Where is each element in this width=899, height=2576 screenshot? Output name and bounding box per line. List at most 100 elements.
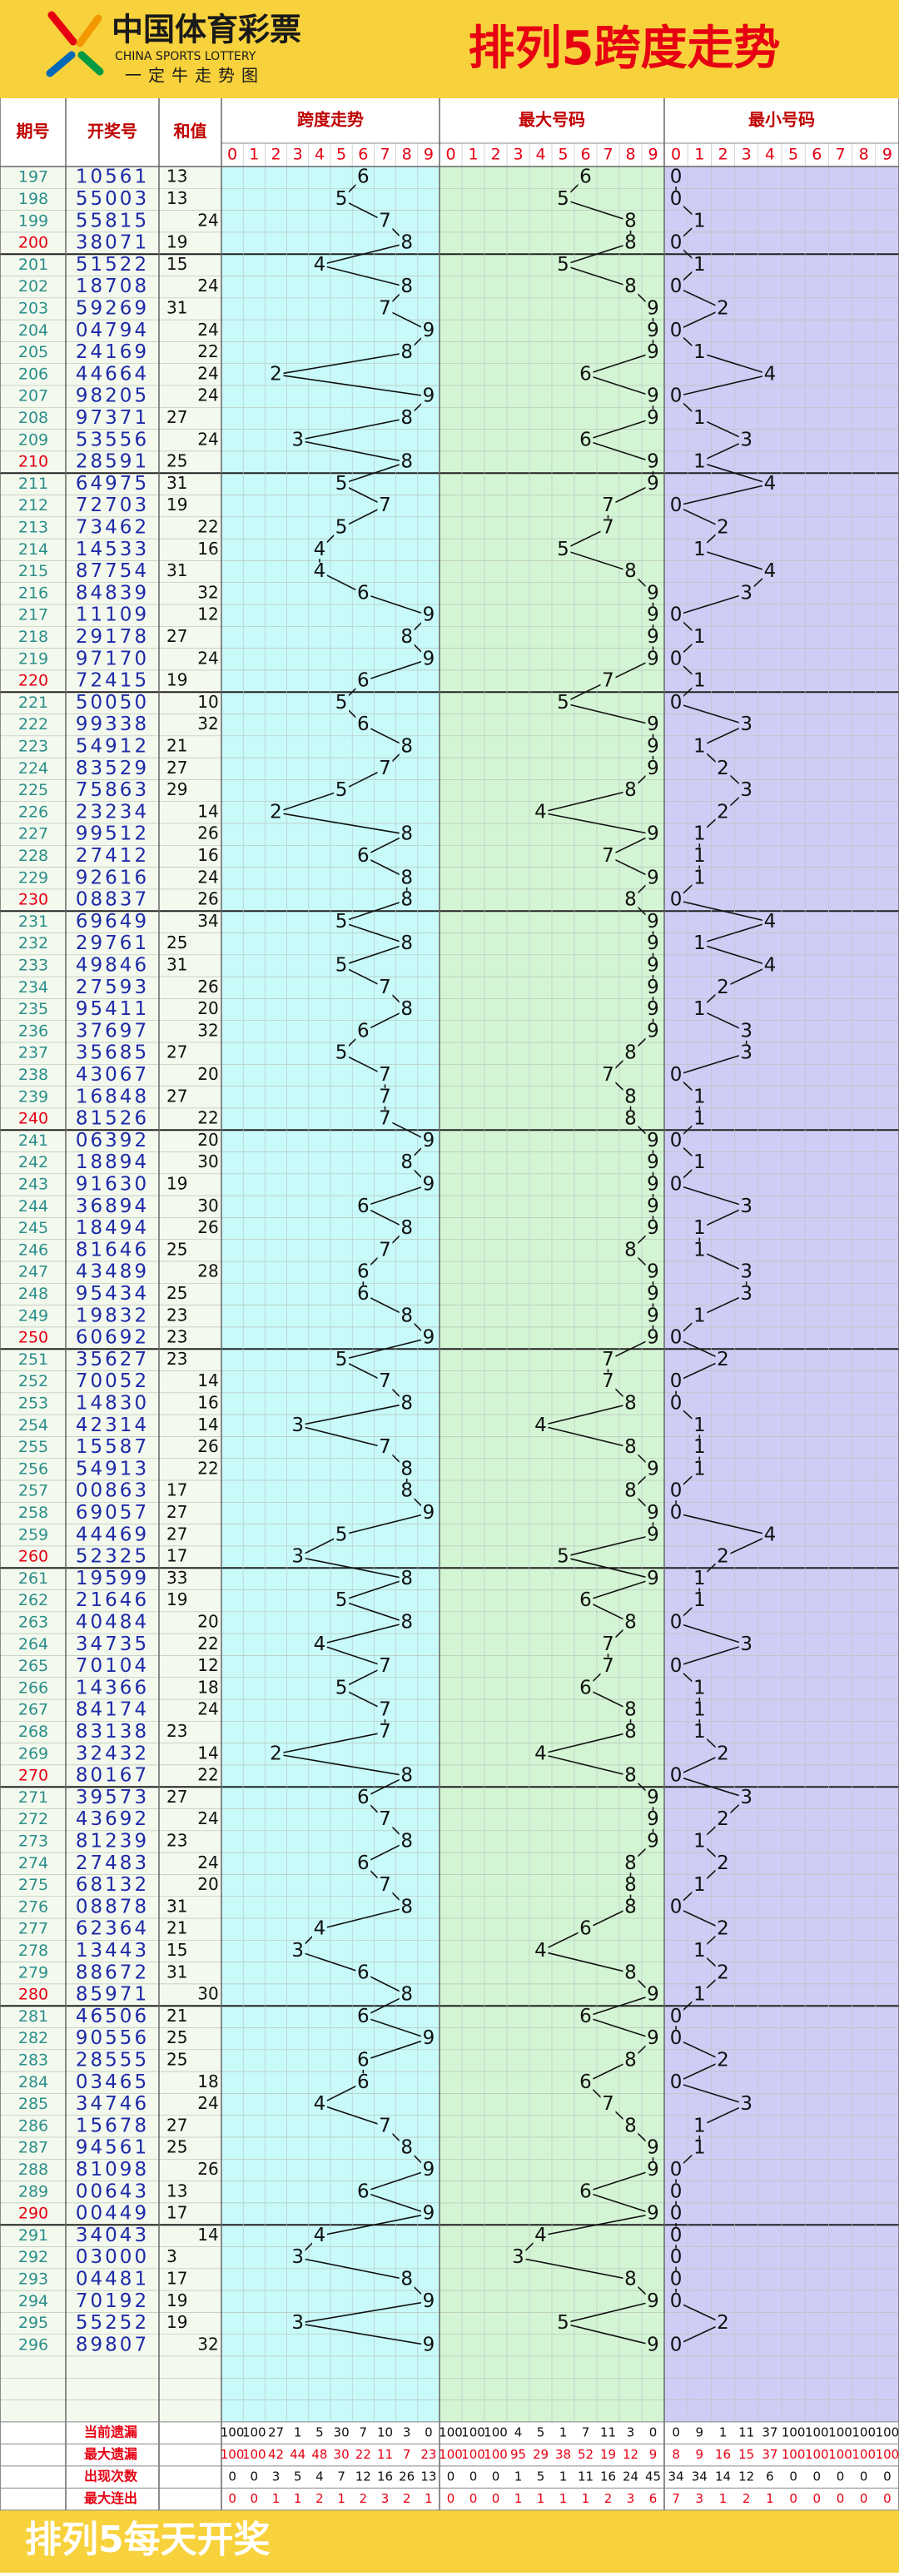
value-backdrop xyxy=(399,1153,415,1172)
value-backdrop xyxy=(399,628,415,647)
trend-value: 1 xyxy=(693,1721,706,1743)
digit-header: 6 xyxy=(580,146,590,164)
value-backdrop xyxy=(623,1701,638,1720)
value-backdrop xyxy=(692,256,708,275)
stats-value: 11 xyxy=(600,2425,616,2440)
value-backdrop xyxy=(692,934,708,953)
sum-value: 24 xyxy=(197,1808,218,1828)
trend-value: 5 xyxy=(335,188,348,210)
value-backdrop xyxy=(355,1022,371,1041)
value-backdrop xyxy=(600,672,616,691)
stats-value: 38 xyxy=(555,2447,571,2462)
trend-value: 8 xyxy=(624,1852,637,1874)
trend-line xyxy=(516,177,656,2346)
value-backdrop xyxy=(645,387,661,406)
stats-value: 100 xyxy=(221,2425,245,2440)
sum-value: 24 xyxy=(197,385,218,405)
stats-value: 0 xyxy=(860,2491,868,2506)
trend-value: 6 xyxy=(579,1589,592,1611)
trend-value: 9 xyxy=(647,1787,659,1808)
stats-value: 0 xyxy=(649,2425,658,2440)
value-backdrop xyxy=(420,606,436,625)
value-backdrop xyxy=(399,825,415,844)
value-backdrop xyxy=(399,277,415,296)
sum-value: 27 xyxy=(166,1042,187,1062)
value-backdrop xyxy=(668,649,684,669)
stats-value: 8 xyxy=(672,2447,680,2462)
value-backdrop xyxy=(399,1897,415,1917)
trend-value: 9 xyxy=(647,582,659,604)
value-backdrop xyxy=(355,584,371,603)
stats-value: 7 xyxy=(403,2447,411,2462)
trend-value: 3 xyxy=(740,779,752,801)
trend-value: 1 xyxy=(693,539,706,560)
draw-number: 35627 xyxy=(76,1349,149,1370)
trend-value: 7 xyxy=(379,1808,391,1830)
trend-value: 0 xyxy=(670,1480,683,1502)
value-backdrop xyxy=(738,1635,754,1654)
trend-value: 8 xyxy=(400,867,413,888)
value-backdrop xyxy=(715,2051,731,2070)
trend-value: 0 xyxy=(670,1173,683,1195)
trend-value: 1 xyxy=(693,1568,706,1589)
trend-value: 0 xyxy=(670,2225,683,2246)
digit-header: 4 xyxy=(315,146,325,164)
stats-value: 48 xyxy=(311,2447,327,2462)
value-backdrop xyxy=(399,1306,415,1325)
trend-value: 2 xyxy=(717,1962,729,1983)
value-backdrop xyxy=(668,2161,684,2180)
trend-value: 7 xyxy=(602,845,614,867)
draw-number: 14366 xyxy=(76,1677,149,1698)
trend-value: 9 xyxy=(647,2334,659,2355)
draw-number: 50050 xyxy=(76,692,149,714)
value-backdrop xyxy=(668,1131,684,1151)
draw-number: 34043 xyxy=(76,2225,149,2246)
value-backdrop xyxy=(692,1087,708,1106)
sum-value: 16 xyxy=(197,1392,218,1412)
stats-value: 100 xyxy=(242,2447,266,2462)
issue: 289 xyxy=(18,2182,48,2201)
draw-number: 32432 xyxy=(76,1743,149,1764)
value-backdrop xyxy=(623,2051,638,2070)
digit-header: 3 xyxy=(513,146,523,164)
value-backdrop xyxy=(623,1854,638,1873)
value-backdrop xyxy=(645,1504,661,1523)
value-backdrop xyxy=(668,1482,684,1501)
issue: 270 xyxy=(18,1767,48,1785)
stats-value: 100 xyxy=(876,2447,899,2462)
sum-value: 26 xyxy=(197,1217,218,1237)
value-backdrop xyxy=(399,1767,415,1786)
trend-value: 5 xyxy=(335,1349,348,1370)
draw-number: 84174 xyxy=(76,1699,149,1721)
trend-value: 8 xyxy=(400,276,413,297)
stats-value: 19 xyxy=(600,2447,616,2462)
value-backdrop xyxy=(692,540,708,559)
value-backdrop xyxy=(420,387,436,406)
stats-value: 6 xyxy=(766,2469,774,2484)
trend-value: 4 xyxy=(314,254,326,276)
issue: 200 xyxy=(18,234,48,252)
trend-value: 0 xyxy=(670,232,683,254)
trend-value: 9 xyxy=(647,385,659,407)
trend-value: 8 xyxy=(400,1392,413,1414)
trend-value: 8 xyxy=(400,1896,413,1917)
draw-number: 15587 xyxy=(76,1436,149,1458)
stats-value: 3 xyxy=(381,2491,390,2506)
issue: 259 xyxy=(18,1525,48,1544)
value-backdrop xyxy=(290,1416,305,1435)
sum-value: 23 xyxy=(166,1305,187,1325)
trend-value: 3 xyxy=(291,2312,304,2334)
trend-value: 1 xyxy=(693,2115,706,2136)
stats-value: 11 xyxy=(578,2469,594,2484)
value-backdrop xyxy=(377,1876,393,1895)
trend-value: 7 xyxy=(602,1370,614,1392)
trend-value: 3 xyxy=(740,429,752,450)
issue: 243 xyxy=(18,1175,48,1193)
draw-number: 51522 xyxy=(76,254,149,276)
trend-value: 8 xyxy=(624,560,637,582)
value-backdrop xyxy=(555,540,571,559)
trend-value: 0 xyxy=(670,2203,683,2225)
trend-value: 1 xyxy=(693,1589,706,1611)
stats-label: 出现次数 xyxy=(84,2469,138,2484)
value-backdrop xyxy=(692,1986,708,2005)
